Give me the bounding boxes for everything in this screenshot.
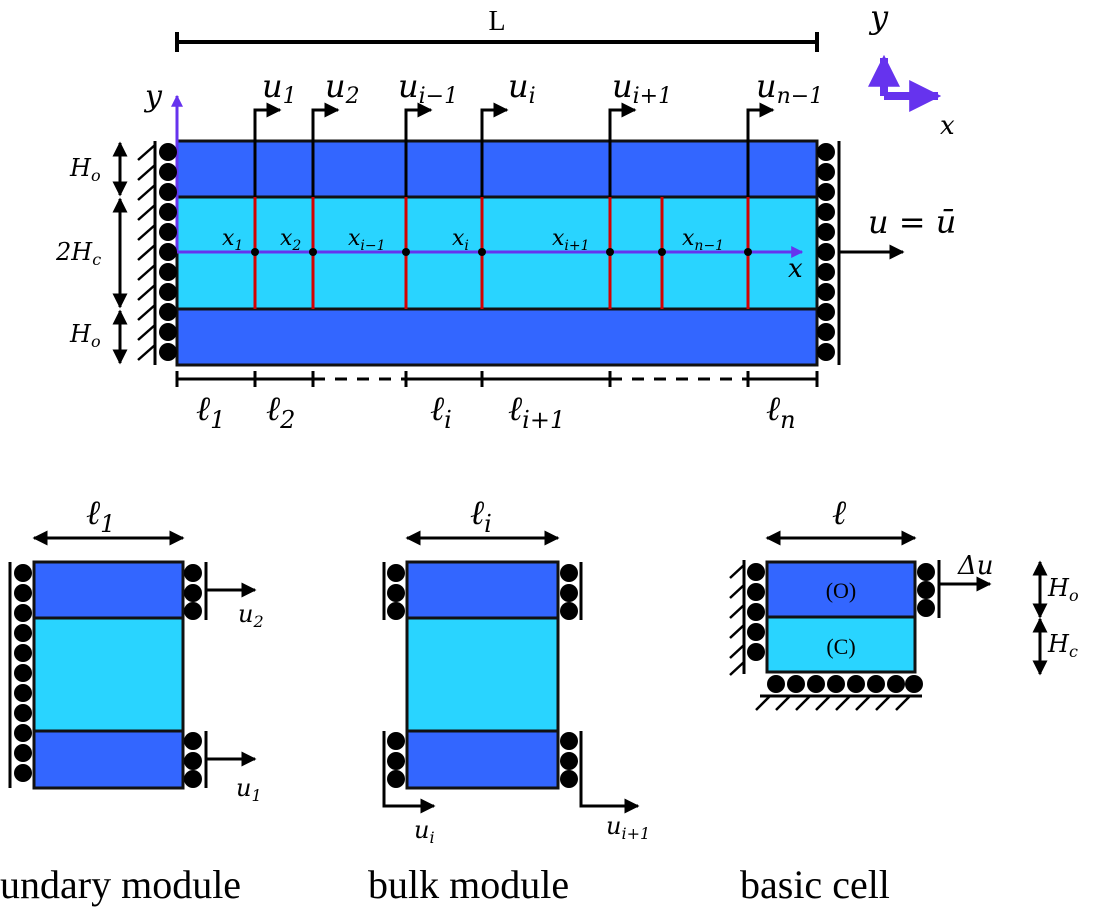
displacement-label: ui: [508, 67, 536, 109]
module-length-dimensions: [175, 371, 819, 387]
outer-height-label: Ho: [69, 320, 101, 351]
length-label: ℓ1: [196, 389, 225, 434]
node-label: xi+1: [552, 226, 590, 254]
left-clamped-wall: [137, 141, 177, 365]
bulk-module: ℓi ui ui+1 bulk module: [368, 493, 650, 907]
core-layer-label: (C): [826, 634, 855, 659]
displacement-label: u2: [325, 67, 360, 109]
core-height-label: 2Hc: [55, 238, 101, 269]
bulk-module-caption: bulk module: [368, 862, 569, 907]
ui-plus-1-arrow: [579, 788, 640, 814]
basic-cell: ℓ (O) (C) Δu: [729, 493, 1079, 907]
displacement-label: un−1: [756, 67, 823, 109]
full-structure: L y x y x: [55, 0, 956, 434]
ui-arrow: [382, 788, 436, 814]
cell-width-label: ℓ: [832, 493, 846, 533]
x-axis-label: x: [788, 254, 803, 284]
outer-height-label: Ho: [69, 154, 101, 185]
node-label: xi: [452, 226, 469, 254]
displacement-label: ui+1: [612, 67, 672, 109]
coordinate-axes-icon: y x: [868, 0, 955, 141]
node-points: [251, 248, 752, 256]
cell-core-height-label: Hc: [1047, 630, 1078, 661]
bulk-u-right-label: ui+1: [606, 812, 650, 843]
boundary-u-bottom-label: u1: [236, 774, 262, 805]
axes-x-label: x: [940, 111, 955, 141]
node-label: x2: [280, 226, 301, 254]
right-roller-support: [817, 141, 905, 365]
top-outer-layer: [175, 139, 819, 199]
displacement-label: ui−1: [398, 67, 458, 109]
axes-y-label: y: [868, 0, 889, 36]
bulk-width-label: ℓi: [470, 493, 492, 538]
cell-outer-height-label: Ho: [1047, 574, 1079, 605]
boundary-u-top-label: u2: [238, 600, 264, 631]
displacement-arrows: [253, 102, 775, 197]
outer-layer-label: (O): [826, 578, 857, 603]
length-label: L: [488, 6, 505, 37]
bottom-outer-layer: [175, 307, 819, 367]
basic-cell-caption: basic cell: [740, 862, 890, 907]
length-label: ℓi: [430, 389, 452, 434]
boundary-width-label: ℓ1: [86, 493, 115, 538]
displacement-label: u1: [262, 67, 297, 109]
boundary-condition-label: u = ū: [868, 203, 956, 241]
length-label: ℓ2: [266, 389, 295, 434]
length-label: ℓn: [766, 389, 796, 434]
y-axis-label: y: [143, 79, 163, 114]
boundary-module: ℓ1 u2 u1 undary module: [0, 493, 264, 907]
node-label: xn−1: [682, 226, 724, 254]
load-label: Δu: [957, 551, 994, 581]
bulk-u-left-label: ui: [414, 816, 435, 847]
boundary-module-caption: undary module: [0, 862, 241, 907]
node-label: xi−1: [348, 226, 386, 254]
node-label: x1: [222, 226, 243, 254]
length-label: ℓi+1: [508, 389, 565, 434]
